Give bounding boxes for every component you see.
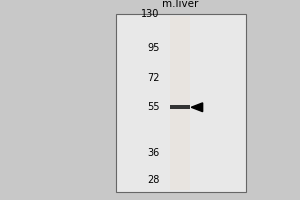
Text: 55: 55: [147, 102, 160, 112]
Bar: [170, 16, 190, 190]
Text: 130: 130: [141, 9, 160, 19]
Text: 72: 72: [147, 73, 160, 83]
Text: 28: 28: [147, 175, 160, 185]
Text: 95: 95: [147, 43, 160, 53]
Bar: [170, 105, 190, 109]
Text: m.liver: m.liver: [162, 0, 198, 9]
Bar: [116, 14, 246, 192]
Text: 36: 36: [148, 148, 160, 158]
Polygon shape: [191, 103, 203, 112]
